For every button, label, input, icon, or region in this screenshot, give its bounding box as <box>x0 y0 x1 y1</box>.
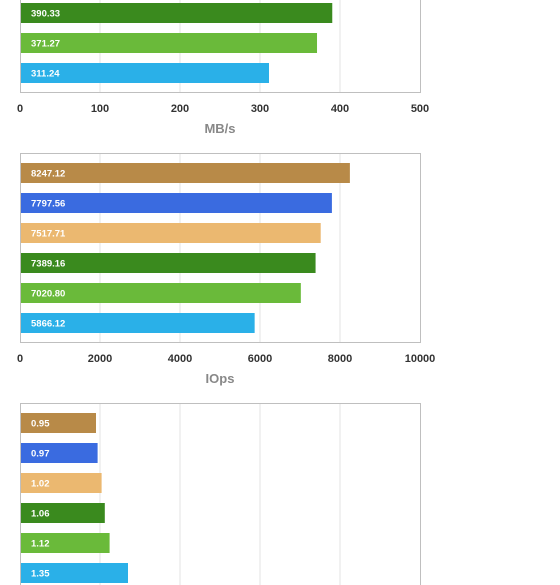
bar-value-label: 0.95 <box>31 419 50 430</box>
x-tick-label: 0 <box>17 103 23 115</box>
plot-frame <box>20 403 421 585</box>
x-axis-title: IOps <box>206 371 235 386</box>
x-tick-label: 100 <box>91 103 109 115</box>
bar-value-label: 390.33 <box>31 9 60 20</box>
x-tick-label: 400 <box>331 103 349 115</box>
x-tick-label: 6000 <box>248 353 272 365</box>
bar-value-label: 7389.16 <box>31 259 65 270</box>
bar-value-label: 1.02 <box>31 479 50 490</box>
bar-value-label: 1.35 <box>31 569 50 580</box>
x-tick-label: 300 <box>251 103 269 115</box>
bar <box>21 33 318 53</box>
x-axis-title: MB/s <box>204 121 235 136</box>
bar <box>21 163 350 183</box>
bar <box>21 563 128 583</box>
bar-value-label: 1.12 <box>31 539 50 550</box>
plot-frame <box>20 153 421 343</box>
x-tick-label: 500 <box>411 103 429 115</box>
chart-panel-2: 8247.12 7797.56 7517.71 7389.16 7020.80 5866.… <box>17 153 435 386</box>
bar <box>21 313 255 333</box>
bar-value-label: 371.27 <box>31 39 60 50</box>
bar <box>21 3 333 23</box>
bar-value-label: 0.97 <box>31 449 50 460</box>
x-tick-label: 8000 <box>328 353 352 365</box>
bar-value-label: 8247.12 <box>31 169 65 180</box>
x-tick-label: 2000 <box>88 353 112 365</box>
bar <box>21 193 332 213</box>
x-tick-label: 10000 <box>405 353 436 365</box>
bar <box>21 413 96 433</box>
chart-panel-3: 0.95 0.97 1.02 1.06 1.12 1.35 <box>20 403 421 585</box>
bar <box>21 533 110 553</box>
bar-value-label: 7797.56 <box>31 199 65 210</box>
bar <box>21 63 269 83</box>
bar <box>21 283 301 303</box>
x-tick-label: 200 <box>171 103 189 115</box>
bar <box>21 473 102 493</box>
bar-value-label: 311.24 <box>31 69 60 80</box>
bar-value-label: 7517.71 <box>31 229 66 240</box>
bar <box>21 443 98 463</box>
chart-panel-1: 390.33 371.27 311.24 0 100 200 300 400 500 MB/s <box>17 0 429 136</box>
bar <box>21 253 316 273</box>
x-tick-label: 0 <box>17 353 23 365</box>
bar-value-label: 1.06 <box>31 509 50 520</box>
x-tick-label: 4000 <box>168 353 192 365</box>
bar <box>21 223 321 243</box>
bar-value-label: 5866.12 <box>31 319 65 330</box>
bar <box>21 503 105 523</box>
plot-frame <box>20 0 421 93</box>
bar-value-label: 7020.80 <box>31 289 65 300</box>
